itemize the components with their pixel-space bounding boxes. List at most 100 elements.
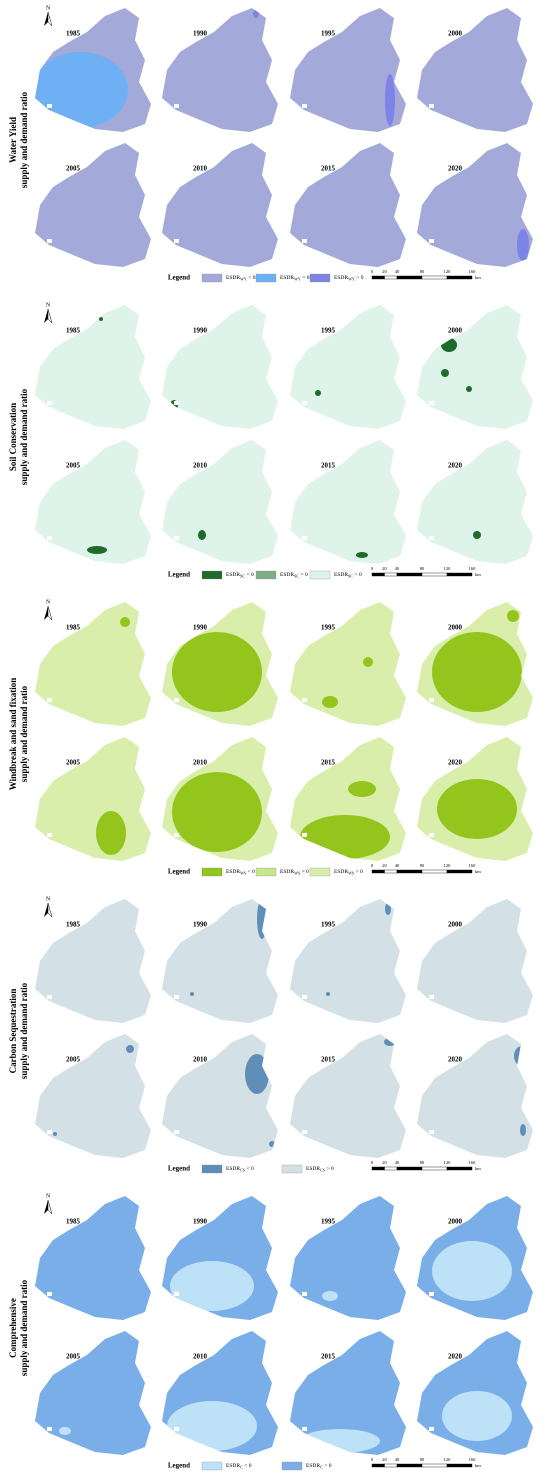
map-patch — [437, 779, 517, 839]
map-patch — [384, 1038, 396, 1046]
legend-main: ESDR — [334, 572, 348, 578]
map — [35, 440, 151, 564]
patch-group — [59, 1427, 71, 1435]
basin-area — [35, 440, 151, 564]
map-patch — [35, 52, 128, 128]
legend-label: ESDRSC = 0 — [280, 572, 308, 578]
patch-group — [99, 317, 103, 321]
map-hole — [47, 536, 52, 540]
legend-swatch — [201, 570, 223, 580]
north-arrow — [47, 902, 53, 918]
legend-swatch — [309, 570, 331, 580]
legend-label: ESDRCS < 0 — [226, 1166, 254, 1172]
basin-area — [162, 143, 278, 267]
basin-area — [290, 1034, 406, 1158]
map-patch — [385, 74, 395, 126]
legend-swatch — [201, 1461, 223, 1471]
year-label: 1985 — [66, 921, 81, 929]
legend-swatch — [201, 867, 223, 877]
scale-segment — [371, 1166, 385, 1171]
legend-main: ESDR — [226, 572, 240, 578]
map-patch — [126, 1045, 134, 1053]
year-label: 2015 — [321, 1353, 336, 1361]
year-label: 2010 — [193, 165, 208, 173]
map — [35, 602, 151, 726]
scale-tick-label: 40 — [395, 566, 400, 571]
patch-group — [87, 546, 107, 554]
basin-area — [162, 1034, 278, 1158]
scale-tick-label: 120 — [444, 269, 452, 274]
year-label: 2015 — [321, 759, 336, 767]
legend-main: ESDR — [280, 869, 294, 875]
scale-segment — [421, 1166, 448, 1171]
map-patch — [441, 369, 449, 377]
year-label: 2005 — [66, 165, 81, 173]
patch-group — [170, 1261, 254, 1311]
map — [35, 305, 151, 429]
scale-tick-label: 0 — [371, 863, 374, 868]
map-hole — [429, 833, 434, 837]
scale-tick-label: 40 — [395, 863, 400, 868]
section-label-line: supply and demand ratio — [19, 388, 29, 485]
map-patch — [322, 696, 338, 708]
patch-group — [120, 617, 130, 627]
scale-tick-label: 0 — [371, 566, 374, 571]
north-arrow — [47, 605, 53, 621]
year-label: 2000 — [448, 921, 463, 929]
year-label: 1990 — [193, 30, 208, 38]
map-patch — [99, 317, 103, 321]
year-label: 1985 — [66, 327, 81, 335]
legend-label: ESDRWS < 0 — [226, 869, 255, 875]
map-patch — [322, 1291, 338, 1301]
scale-tick-label: 160 — [469, 1457, 477, 1462]
legend-swatch — [281, 1164, 303, 1174]
scale-tick-label: 120 — [444, 863, 452, 868]
map-patch — [473, 531, 481, 539]
scale-tick-label: 80 — [420, 1457, 425, 1462]
legend-label: ESDRWY = 0 — [280, 275, 310, 281]
north-label: N — [46, 302, 51, 308]
legend-main: ESDR — [226, 275, 240, 281]
map-patch — [517, 229, 529, 261]
map-hole — [174, 1292, 179, 1296]
map-hole — [429, 1292, 434, 1296]
north-label: N — [46, 5, 51, 11]
scale-segment — [371, 572, 385, 577]
map-patch — [223, 307, 229, 311]
panel-section: N Water Yieldsupply and demand ratio 1985 1… — [8, 5, 533, 283]
basin-area — [35, 737, 151, 861]
scale-segment — [371, 1463, 385, 1468]
scale-segment — [421, 1463, 448, 1468]
section-label-line: supply and demand ratio — [19, 1279, 29, 1376]
patch-group — [517, 229, 529, 261]
section-label: Soil Conservationsupply and demand ratio — [8, 388, 29, 485]
legend-label: ESDRCS > 0 — [306, 1166, 334, 1172]
year-label: 2020 — [448, 759, 463, 767]
map — [162, 1034, 278, 1158]
year-label: 2015 — [321, 1056, 336, 1064]
patch-group — [198, 530, 206, 540]
basin-area — [35, 1034, 151, 1158]
map-hole — [302, 536, 307, 540]
map-hole — [174, 1427, 179, 1431]
legend-sub: C — [320, 1464, 323, 1469]
basin-area — [290, 602, 406, 726]
legend-title: Legend — [168, 274, 190, 282]
year-label: 1990 — [193, 624, 208, 632]
year-label: 1990 — [193, 921, 208, 929]
map — [290, 1196, 406, 1320]
basin-area — [290, 899, 406, 1023]
map — [35, 8, 151, 132]
map — [417, 602, 533, 726]
scale-tick-label: 40 — [395, 269, 400, 274]
scale-tick-label: 160 — [469, 1160, 477, 1165]
map-patch — [466, 386, 472, 392]
legend-cond: = 0 — [302, 275, 309, 281]
north-label: N — [46, 1193, 51, 1199]
scale-segment — [396, 275, 423, 280]
panel-section: N Soil Conservationsupply and demand rati… — [8, 302, 533, 580]
map-patch — [300, 1429, 380, 1453]
scale-tick-label: 120 — [444, 1457, 452, 1462]
patch-group — [384, 1038, 396, 1046]
basin-area — [162, 305, 278, 429]
